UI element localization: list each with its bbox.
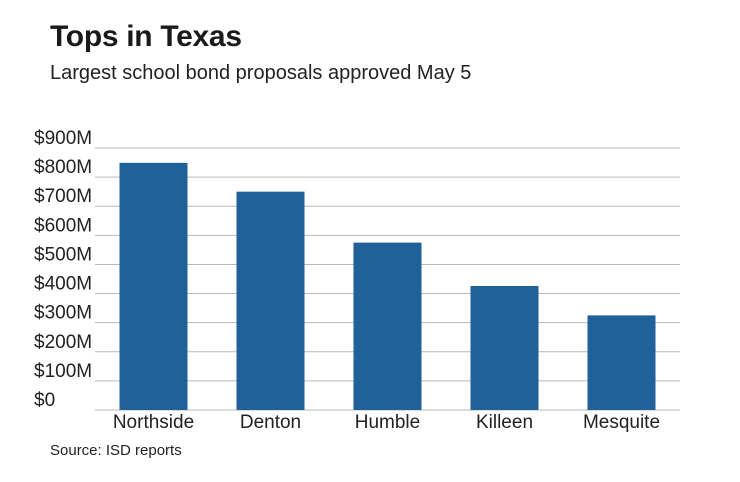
chart-subtitle: Largest school bond proposals approved M… [50, 62, 472, 84]
y-tick-label: $800M [34, 157, 92, 178]
y-tick-label: $0 [34, 390, 55, 411]
y-tick-label: $200M [34, 332, 92, 353]
y-tick-label: $400M [34, 274, 92, 295]
chart-title: Tops in Texas [50, 20, 242, 53]
y-tick-label: $600M [34, 215, 92, 236]
bar-northside [119, 162, 188, 410]
bar-mesquite [587, 315, 656, 410]
bars [119, 162, 656, 410]
source-note: Source: ISD reports [50, 442, 182, 459]
x-tick-label: Northside [113, 412, 194, 433]
x-axis-ticks: Northside Denton Humble Killeen Mesquite [113, 412, 660, 433]
y-tick-label: $300M [34, 303, 92, 324]
y-tick-label: $100M [34, 361, 92, 382]
y-tick-label: $900M [34, 128, 92, 149]
x-tick-label: Humble [355, 412, 420, 433]
y-tick-label: $700M [34, 186, 92, 207]
bar-humble [353, 242, 422, 410]
y-tick-label: $500M [34, 244, 92, 265]
bar-killeen [470, 285, 539, 410]
x-tick-label: Mesquite [583, 412, 660, 433]
y-axis-ticks: $0 $100M $200M $300M $400M $500M $600M $700M $80… [34, 128, 92, 411]
x-tick-label: Killeen [476, 412, 533, 433]
bar-denton [236, 191, 305, 410]
x-tick-label: Denton [240, 412, 301, 433]
